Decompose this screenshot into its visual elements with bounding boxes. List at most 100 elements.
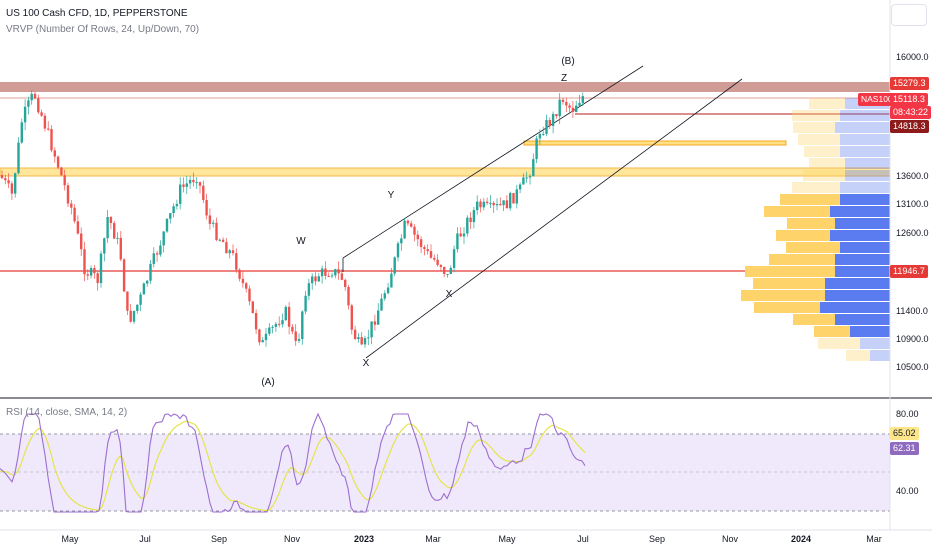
candle-body	[228, 250, 231, 254]
candle-body	[410, 223, 413, 227]
chart-title[interactable]: US 100 Cash CFD, 1D, PEPPERSTONE	[6, 8, 188, 19]
candle-body	[30, 93, 33, 101]
candle-body	[419, 239, 423, 248]
candle-body	[571, 107, 575, 113]
symbol-badge: NAS100	[858, 93, 896, 106]
candle-body	[261, 340, 264, 343]
volume-down-bar	[793, 314, 835, 325]
rsi-value-badge: 62.31	[890, 442, 919, 455]
volume-up-bar	[845, 158, 890, 169]
price-tick: 10500.0	[896, 362, 929, 372]
candle-body	[297, 339, 301, 341]
wave-label-w[interactable]: W	[296, 236, 306, 247]
volume-up-bar	[835, 254, 890, 265]
time-axis-label: Mar	[425, 534, 441, 544]
candle-body	[476, 201, 479, 211]
wave-label-x[interactable]: X	[445, 289, 453, 300]
candle-body	[23, 106, 27, 123]
candle-body	[330, 275, 334, 277]
candle-body	[10, 183, 14, 194]
wave-label-a[interactable]: (A)	[261, 377, 275, 388]
candle-body	[284, 306, 287, 321]
candle-body	[452, 249, 456, 268]
rsi-legend[interactable]: RSI (14, close, SMA, 14, 2)	[6, 407, 128, 418]
candle-body	[17, 142, 20, 174]
candle-body	[380, 298, 383, 311]
candle-body	[238, 269, 241, 279]
volume-up-bar	[840, 110, 890, 121]
candle-body	[406, 220, 410, 224]
candle-body	[106, 216, 109, 239]
candle-body	[225, 242, 228, 254]
candle-body	[205, 199, 208, 216]
time-axis-label: Nov	[283, 534, 301, 544]
candle-body	[179, 184, 182, 204]
candle-body	[50, 128, 53, 151]
candle-body	[518, 184, 522, 190]
candle-body	[60, 167, 63, 176]
volume-profile	[741, 98, 890, 361]
wave-label-y[interactable]: Y	[387, 190, 395, 201]
time-axis-label: Sep	[210, 534, 228, 544]
candle-body	[86, 274, 89, 276]
candle-body	[53, 150, 56, 157]
volume-down-bar	[804, 146, 840, 157]
candle-body	[304, 295, 307, 312]
candle-body	[357, 337, 360, 340]
candle-body	[182, 184, 185, 187]
channel-upper-line[interactable]	[342, 65, 644, 259]
candle-body	[485, 201, 489, 204]
candle-body	[459, 233, 462, 237]
volume-down-bar	[809, 158, 845, 169]
candle-body	[268, 327, 271, 334]
volume-up-bar	[835, 218, 890, 229]
candle-body	[522, 177, 525, 185]
candle-body	[241, 278, 245, 284]
candle-body	[538, 134, 542, 139]
candle-body	[416, 234, 419, 240]
toolbar-button[interactable]	[891, 4, 927, 26]
candle-body	[221, 239, 225, 243]
time-axis-label: Jul	[139, 534, 151, 544]
time-axis-label: May	[61, 534, 79, 544]
candle-body	[254, 313, 258, 330]
volume-up-bar	[835, 266, 890, 277]
candle-body	[66, 185, 70, 204]
wave-label-z[interactable]: Z	[560, 73, 568, 84]
candle-body	[119, 237, 122, 260]
volume-up-bar	[830, 206, 890, 217]
candle-body	[291, 326, 294, 332]
candle-body	[334, 269, 337, 276]
candle-body	[37, 98, 40, 113]
candle-body	[317, 276, 320, 282]
volume-down-bar	[809, 98, 845, 109]
candle-body	[301, 311, 304, 340]
candle-body	[76, 221, 80, 234]
candle-body	[27, 100, 30, 107]
price-candles	[0, 90, 584, 348]
candle-body	[307, 283, 311, 296]
indicator-legend[interactable]: VRVP (Number Of Rows, 24, Up/Down, 70)	[6, 24, 200, 35]
candle-body	[278, 323, 281, 325]
candle-body	[33, 93, 37, 99]
candle-body	[462, 233, 466, 237]
volume-up-bar	[870, 350, 890, 361]
demand-zone-lower	[0, 167, 891, 177]
candle-body	[7, 180, 10, 184]
candle-body	[70, 203, 73, 208]
candle-body	[245, 283, 248, 289]
candle-body	[195, 182, 198, 184]
candle-body	[502, 200, 505, 206]
candle-body	[492, 202, 495, 206]
volume-down-bar	[787, 218, 835, 229]
candle-body	[93, 268, 96, 274]
volume-down-bar	[792, 110, 840, 121]
channel-lower-line[interactable]	[365, 78, 743, 359]
volume-down-bar	[753, 278, 825, 289]
candle-body	[172, 206, 175, 214]
candle-body	[287, 306, 291, 327]
wave-label-b[interactable]: (B)	[561, 56, 575, 67]
candle-body	[515, 189, 518, 204]
wave-label-x[interactable]: X	[362, 358, 370, 369]
